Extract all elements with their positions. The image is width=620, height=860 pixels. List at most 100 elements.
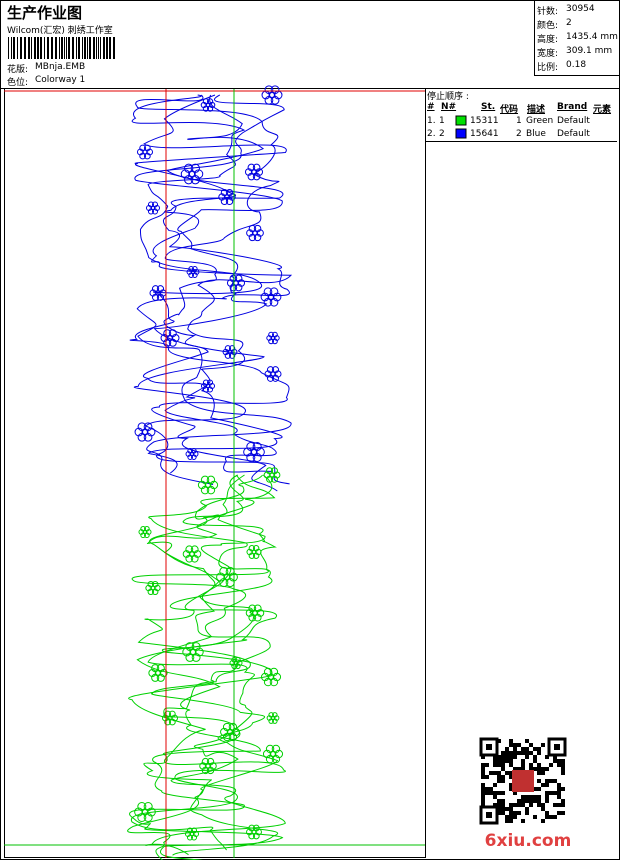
qr-cell [509,819,513,823]
stitch-path [128,474,286,851]
info-label: 比例: [537,63,559,73]
qr-cell [505,755,509,759]
qr-cell [501,811,505,815]
design: MBnja.EMB [35,62,86,72]
flower-center [269,750,277,758]
qr-cell [513,791,517,795]
bar [109,37,111,59]
qr-cell [521,819,525,823]
qr-cell [505,807,509,811]
stitch-path [136,94,292,486]
qr-cell [489,771,493,775]
qr-cell [517,811,521,815]
qr-cell [537,747,541,751]
qr-cell [485,787,489,791]
flower-center [141,428,149,436]
petal [243,447,253,457]
qr-cell [541,803,545,807]
qr-cell [493,763,497,767]
table-header: N# [441,102,457,112]
bar [44,37,45,59]
qr-cell [497,759,501,763]
qr-cell [529,763,533,767]
petal [237,279,246,287]
qr-cell [557,787,561,791]
qr-cell [481,791,485,795]
qr-cell [553,791,557,795]
table-cell: Default [557,129,590,139]
qr-cell [529,751,533,755]
bar [76,37,77,59]
table-cell: Blue [526,129,546,139]
qr-cell [533,799,537,803]
flower-center [251,549,257,555]
flower-center [268,91,276,99]
qr-finder [486,744,492,750]
petal [272,672,282,682]
qr-cell [485,775,489,779]
qr-cell [553,815,557,819]
qr-cell [545,755,549,759]
qr-cell [521,759,525,763]
table-cell: 2 [439,129,445,139]
table-header: # [427,102,435,112]
qr-cell [525,811,529,815]
qr-cell [509,755,513,759]
flower-center [188,170,196,178]
qr-cell [509,815,513,819]
qr-cell [557,811,561,815]
petal [231,727,240,737]
qr-cell [493,759,497,763]
qr-cell [485,791,489,795]
petal [262,749,272,759]
qr-cell [533,747,537,751]
qr-finder [554,744,560,750]
petal [255,168,264,176]
flower-center [267,293,275,301]
qr-cell [537,771,541,775]
petal [255,447,265,457]
qr-cell [545,779,549,783]
flower-center [150,205,156,211]
flower-center [155,290,161,296]
petal [199,762,207,770]
qr-cell [481,771,485,775]
qr-cell [517,799,521,803]
flower-center [267,673,275,681]
table-cell: 15311 [470,116,499,126]
qr-cell [561,771,565,775]
bar [24,37,26,59]
title: 生产作业图 [7,4,83,22]
info-value: 309.1 mm [566,46,613,56]
qr-cell [557,783,561,787]
qr-cell [525,751,529,755]
qr-cell [509,775,513,779]
qr-cell [497,763,501,767]
bar [20,37,22,59]
bar [98,37,99,59]
petal [193,169,204,179]
flower-center [150,585,156,591]
qr-cell [557,763,561,767]
qr-cell [533,787,537,791]
qr-cell [481,795,485,799]
qr-cell [529,803,533,807]
qr-cell [545,795,549,799]
bar [113,37,115,59]
table-cell: 2 [516,129,522,139]
stitch-path [135,94,283,474]
flower-center [223,573,231,581]
qr-cell [521,795,525,799]
bar [55,37,57,59]
qr-cell [561,763,565,767]
qr-cell [493,755,497,759]
bar [40,37,42,59]
qr-cell [509,811,513,815]
flower-center [250,168,258,176]
qr-cell [481,755,485,759]
qr-cell [533,795,537,799]
petal [194,647,204,657]
qr-cell [533,755,537,759]
petal [171,334,180,342]
qr-cell [497,803,501,807]
